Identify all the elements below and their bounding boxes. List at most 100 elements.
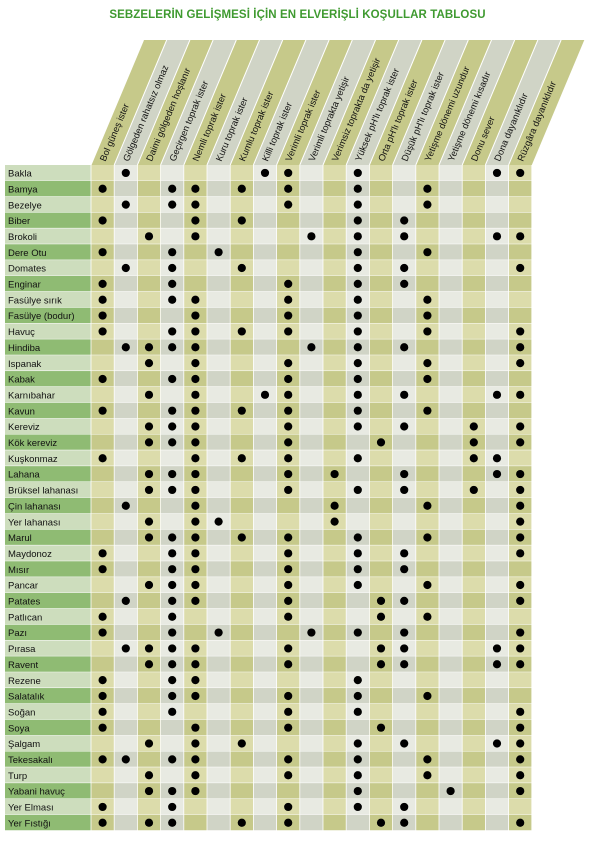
- table-cell: [369, 196, 393, 213]
- condition-dot: [516, 818, 525, 827]
- condition-dot: [168, 295, 177, 304]
- condition-dot: [284, 802, 293, 812]
- table-cell: [183, 799, 207, 815]
- table-cell: [253, 656, 277, 673]
- table-cell: [207, 355, 231, 372]
- table-cell: [230, 640, 254, 657]
- condition-dot: [516, 359, 525, 368]
- row-label-cell: [5, 767, 91, 784]
- table-cell: [299, 418, 323, 435]
- condition-dot: [237, 406, 246, 415]
- condition-dot: [492, 660, 502, 669]
- condition-dot: [168, 660, 177, 669]
- condition-dot: [353, 406, 362, 415]
- table-cell: [439, 386, 463, 403]
- table-cell: [369, 703, 393, 720]
- condition-dot: [284, 454, 293, 463]
- table-cell: [253, 450, 277, 467]
- condition-dot: [516, 501, 525, 510]
- table-cell: [369, 751, 393, 768]
- table-cell: [114, 244, 138, 261]
- condition-dot: [469, 485, 478, 495]
- table-cell: [439, 418, 463, 435]
- condition-dot: [121, 343, 130, 352]
- condition-dot: [144, 390, 154, 399]
- row-label-cell: [5, 339, 91, 356]
- condition-dot: [353, 200, 362, 209]
- table-cell: [276, 212, 300, 229]
- table-cell: [137, 688, 161, 704]
- row-label-cell: [5, 434, 91, 451]
- condition-dot: [353, 359, 362, 368]
- table-cell: [462, 371, 486, 387]
- column-header-band: [299, 40, 376, 165]
- table-cell: [276, 244, 300, 261]
- table-cell: [346, 497, 370, 514]
- table-cell: [485, 275, 509, 292]
- condition-dot: [376, 612, 386, 621]
- condition-dot: [353, 295, 362, 304]
- condition-dot: [423, 691, 432, 701]
- table-cell: [253, 719, 277, 736]
- table-cell: [230, 719, 254, 736]
- table-cell: [276, 624, 300, 641]
- table-cell: [253, 624, 277, 641]
- table-cell: [323, 165, 347, 181]
- table-cell: [485, 339, 509, 356]
- row-label-cell: [5, 688, 91, 704]
- table-cell: [462, 529, 486, 546]
- condition-dot: [516, 232, 525, 241]
- table-cell: [392, 180, 416, 197]
- table-cell: [137, 180, 161, 197]
- table-cell: [114, 450, 138, 467]
- table-cell: [392, 672, 416, 689]
- condition-dot: [98, 755, 107, 764]
- table-cell: [462, 497, 486, 514]
- column-header-band: [508, 40, 585, 165]
- condition-dot: [330, 501, 339, 510]
- table-cell: [392, 751, 416, 768]
- table-cell: [439, 482, 463, 498]
- table-cell: [207, 418, 231, 435]
- table-cell: [462, 703, 486, 720]
- table-row: Soya: [5, 719, 532, 737]
- table-cell: [114, 799, 138, 815]
- table-cell: [207, 371, 231, 387]
- table-cell: [207, 228, 231, 245]
- table-cell: [369, 323, 393, 340]
- table-cell: [369, 244, 393, 261]
- table-cell: [323, 577, 347, 593]
- table-cell: [207, 307, 231, 324]
- condition-dot: [237, 739, 246, 748]
- table-cell: [392, 703, 416, 720]
- table-cell: [114, 688, 138, 704]
- condition-dot: [353, 802, 362, 812]
- condition-dot: [214, 628, 223, 637]
- condition-dot: [400, 469, 409, 479]
- column-header-band: [91, 40, 167, 165]
- table-row: Salatalık: [5, 688, 532, 705]
- condition-dot: [284, 533, 293, 542]
- table-cell: [323, 228, 347, 245]
- condition-dot: [144, 818, 154, 827]
- table-cell: [392, 719, 416, 736]
- table-cell: [230, 196, 254, 213]
- table-row: Patlıcan: [5, 608, 532, 626]
- table-cell: [369, 482, 393, 498]
- table-cell: [369, 735, 393, 752]
- table-cell: [369, 688, 393, 704]
- page-title: SEBZELERİN GELİŞMESİ İÇİN EN ELVERİŞLİ K…: [109, 9, 486, 21]
- condition-dot: [191, 723, 200, 732]
- table-row: Çin lahanası: [5, 497, 532, 515]
- table-cell: [230, 307, 254, 324]
- table-cell: [207, 703, 231, 720]
- condition-dot: [284, 469, 293, 479]
- row-label-cell: [5, 275, 91, 292]
- table-cell: [207, 814, 231, 831]
- condition-dot: [376, 660, 386, 669]
- table-cell: [439, 513, 463, 530]
- table-cell: [114, 228, 138, 245]
- table-row: Havuç: [5, 323, 532, 340]
- table-cell: [253, 355, 277, 372]
- condition-dot: [353, 485, 362, 495]
